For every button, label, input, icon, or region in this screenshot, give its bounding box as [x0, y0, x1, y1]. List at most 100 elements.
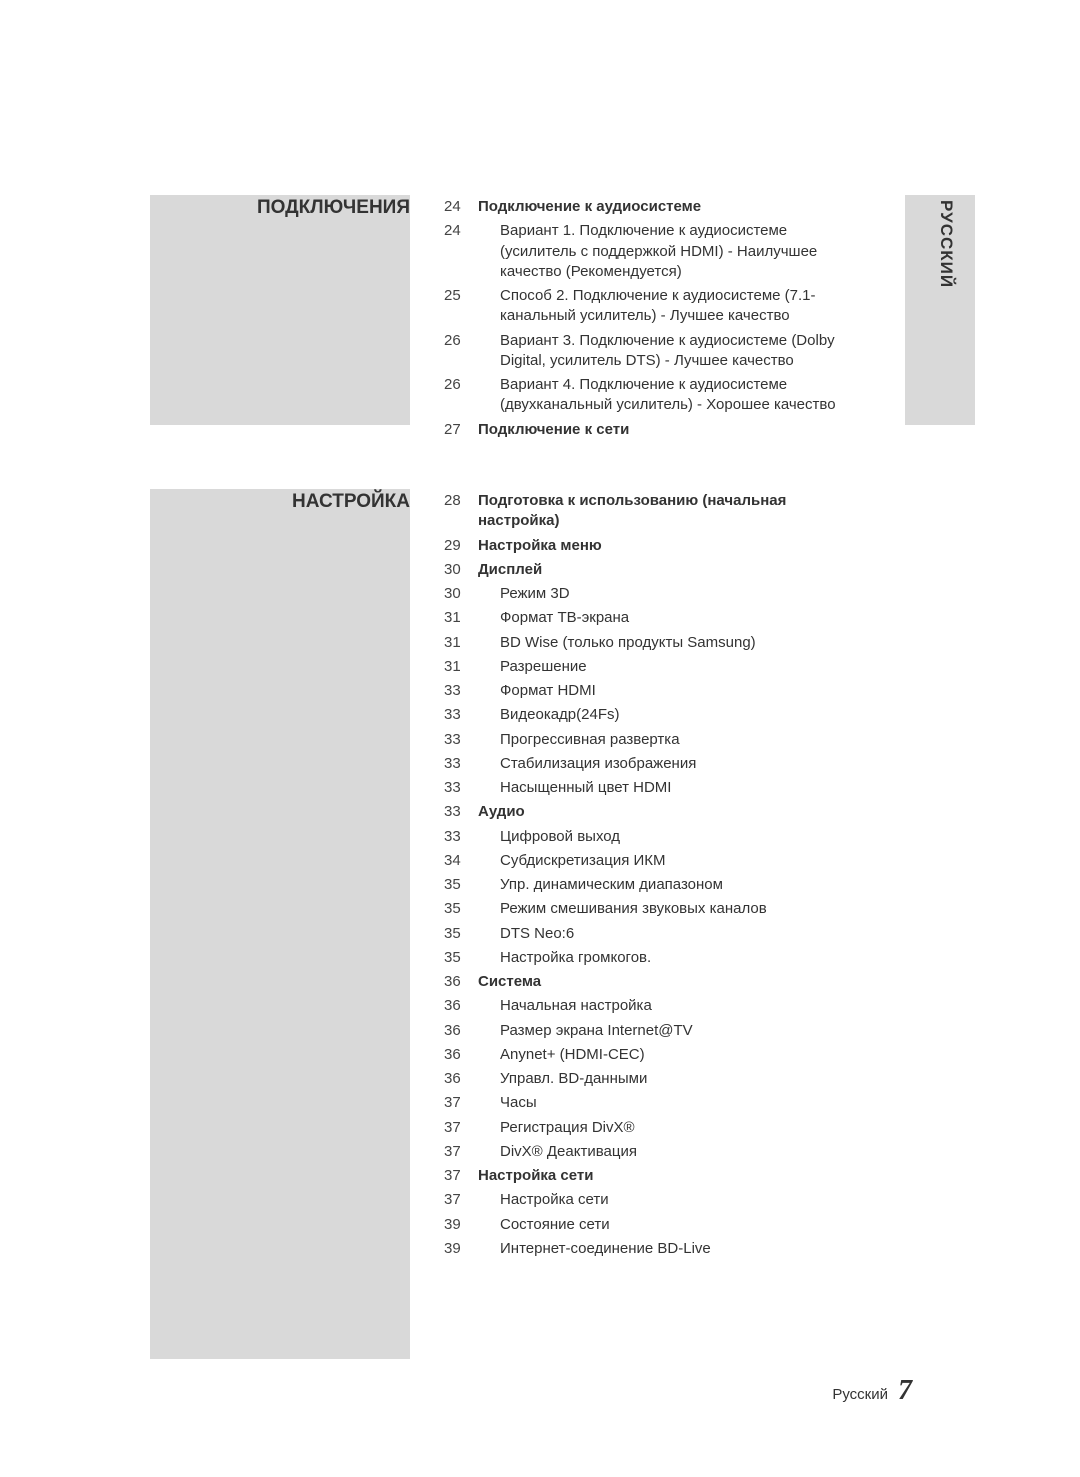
toc-row: 34Субдискретизация ИКМ [444, 851, 840, 871]
toc-entry: Субдискретизация ИКМ [478, 851, 666, 871]
toc-row: 37Регистрация DivX® [444, 1118, 840, 1138]
toc-page-number: 26 [444, 331, 478, 351]
toc-page-number: 35 [444, 899, 478, 919]
toc-row: 35Настройка громкогов. [444, 948, 840, 968]
toc-row: 39Интернет-соединение BD-Live [444, 1239, 840, 1259]
toc-heading: Подключение к аудиосистеме [478, 197, 701, 217]
toc-row: 37Настройка сети [444, 1166, 840, 1186]
toc-entry: Управл. BD-данными [478, 1069, 647, 1089]
toc-page-number: 33 [444, 730, 478, 750]
toc-page-number: 31 [444, 657, 478, 677]
toc-page-number: 33 [444, 705, 478, 725]
toc-row: 24Подключение к аудиосистеме [444, 197, 840, 217]
toc-list: 28Подготовка к использованию (начальная … [444, 491, 840, 1263]
toc-row: 31BD Wise (только продукты Samsung) [444, 633, 840, 653]
toc-page-number: 33 [444, 754, 478, 774]
toc-entry: Вариант 4. Подключение к аудиосистеме (д… [478, 375, 840, 416]
toc-entry: Формат ТВ-экрана [478, 608, 629, 628]
toc-heading: Аудио [478, 802, 525, 822]
toc-page-number: 35 [444, 875, 478, 895]
toc-page-number: 37 [444, 1190, 478, 1210]
toc-row: 31Формат ТВ-экрана [444, 608, 840, 628]
toc-row: 36Система [444, 972, 840, 992]
toc-entry: Режим 3D [478, 584, 570, 604]
toc-page-number: 37 [444, 1118, 478, 1138]
toc-entry: Упр. динамическим диапазоном [478, 875, 723, 895]
toc-entry: Состояние сети [478, 1215, 610, 1235]
toc-row: 33Насыщенный цвет HDMI [444, 778, 840, 798]
document-page: РУССКИЙ ПОДКЛЮЧЕНИЯ 24Подключение к ауди… [0, 0, 1080, 1477]
toc-row: 36Anynet+ (HDMI-CEC) [444, 1045, 840, 1065]
toc-page-number: 27 [444, 420, 478, 440]
toc-page-number: 33 [444, 778, 478, 798]
page-footer: Русский 7 [832, 1375, 912, 1407]
toc-page-number: 29 [444, 536, 478, 556]
toc-row: 26Вариант 4. Подключение к аудиосистеме … [444, 375, 840, 416]
toc-entry: Насыщенный цвет HDMI [478, 778, 671, 798]
toc-entry: DivX® Деактивация [478, 1142, 637, 1162]
toc-row: 33Прогрессивная развертка [444, 730, 840, 750]
section-strip [150, 489, 410, 1359]
toc-row: 35DTS Neo:6 [444, 924, 840, 944]
toc-entry: Режим смешивания звуковых каналов [478, 899, 767, 919]
toc-entry: DTS Neo:6 [478, 924, 574, 944]
toc-page-number: 24 [444, 221, 478, 241]
toc-page-number: 26 [444, 375, 478, 395]
toc-page-number: 36 [444, 1069, 478, 1089]
toc-row: 33Цифровой выход [444, 827, 840, 847]
toc-row: 26Вариант 3. Подключение к аудиосистеме … [444, 331, 840, 372]
toc-page-number: 33 [444, 681, 478, 701]
toc-page-number: 37 [444, 1166, 478, 1186]
footer-page-number: 7 [898, 1375, 912, 1407]
toc-entry: Часы [478, 1093, 537, 1113]
toc-page-number: 24 [444, 197, 478, 217]
toc-list: 24Подключение к аудиосистеме24Вариант 1.… [444, 197, 840, 444]
toc-heading: Настройка сети [478, 1166, 593, 1186]
toc-entry: Стабилизация изображения [478, 754, 696, 774]
toc-row: 35Режим смешивания звуковых каналов [444, 899, 840, 919]
toc-row: 35Упр. динамическим диапазоном [444, 875, 840, 895]
toc-page-number: 36 [444, 1021, 478, 1041]
toc-entry: Видеокадр(24Fs) [478, 705, 620, 725]
toc-heading: Система [478, 972, 541, 992]
footer-language: Русский [832, 1386, 888, 1403]
toc-heading: Подготовка к использованию (начальная на… [478, 491, 840, 532]
toc-row: 36Начальная настройка [444, 996, 840, 1016]
toc-entry: Настройка сети [478, 1190, 609, 1210]
toc-page-number: 31 [444, 633, 478, 653]
toc-page-number: 35 [444, 924, 478, 944]
toc-entry: BD Wise (только продукты Samsung) [478, 633, 756, 653]
toc-row: 36Управл. BD-данными [444, 1069, 840, 1089]
toc-page-number: 36 [444, 972, 478, 992]
toc-page-number: 37 [444, 1093, 478, 1113]
toc-row: 37Часы [444, 1093, 840, 1113]
toc-page-number: 28 [444, 491, 478, 511]
toc-page-number: 31 [444, 608, 478, 628]
toc-entry: Anynet+ (HDMI-CEC) [478, 1045, 645, 1065]
toc-row: 39Состояние сети [444, 1215, 840, 1235]
toc-entry: Вариант 1. Подключение к аудиосистеме (у… [478, 221, 840, 282]
toc-entry: Способ 2. Подключение к аудиосистеме (7.… [478, 286, 840, 327]
toc-row: 37Настройка сети [444, 1190, 840, 1210]
toc-entry: Регистрация DivX® [478, 1118, 635, 1138]
toc-page-number: 37 [444, 1142, 478, 1162]
section-title: НАСТРОЙКА [292, 491, 410, 513]
toc-row: 36Размер экрана Internet@TV [444, 1021, 840, 1041]
toc-row: 29Настройка меню [444, 536, 840, 556]
language-tab-label: РУССКИЙ [936, 200, 956, 288]
toc-heading: Дисплей [478, 560, 542, 580]
toc-row: 28Подготовка к использованию (начальная … [444, 491, 840, 532]
toc-page-number: 36 [444, 996, 478, 1016]
toc-page-number: 33 [444, 802, 478, 822]
toc-entry: Размер экрана Internet@TV [478, 1021, 693, 1041]
section-strip [150, 195, 410, 425]
toc-row: 37DivX® Деактивация [444, 1142, 840, 1162]
toc-entry: Прогрессивная развертка [478, 730, 680, 750]
toc-row: 31Разрешение [444, 657, 840, 677]
toc-row: 30Режим 3D [444, 584, 840, 604]
toc-entry: Начальная настройка [478, 996, 652, 1016]
toc-entry: Формат HDMI [478, 681, 596, 701]
section-title: ПОДКЛЮЧЕНИЯ [257, 197, 410, 219]
toc-heading: Подключение к сети [478, 420, 629, 440]
toc-page-number: 33 [444, 827, 478, 847]
